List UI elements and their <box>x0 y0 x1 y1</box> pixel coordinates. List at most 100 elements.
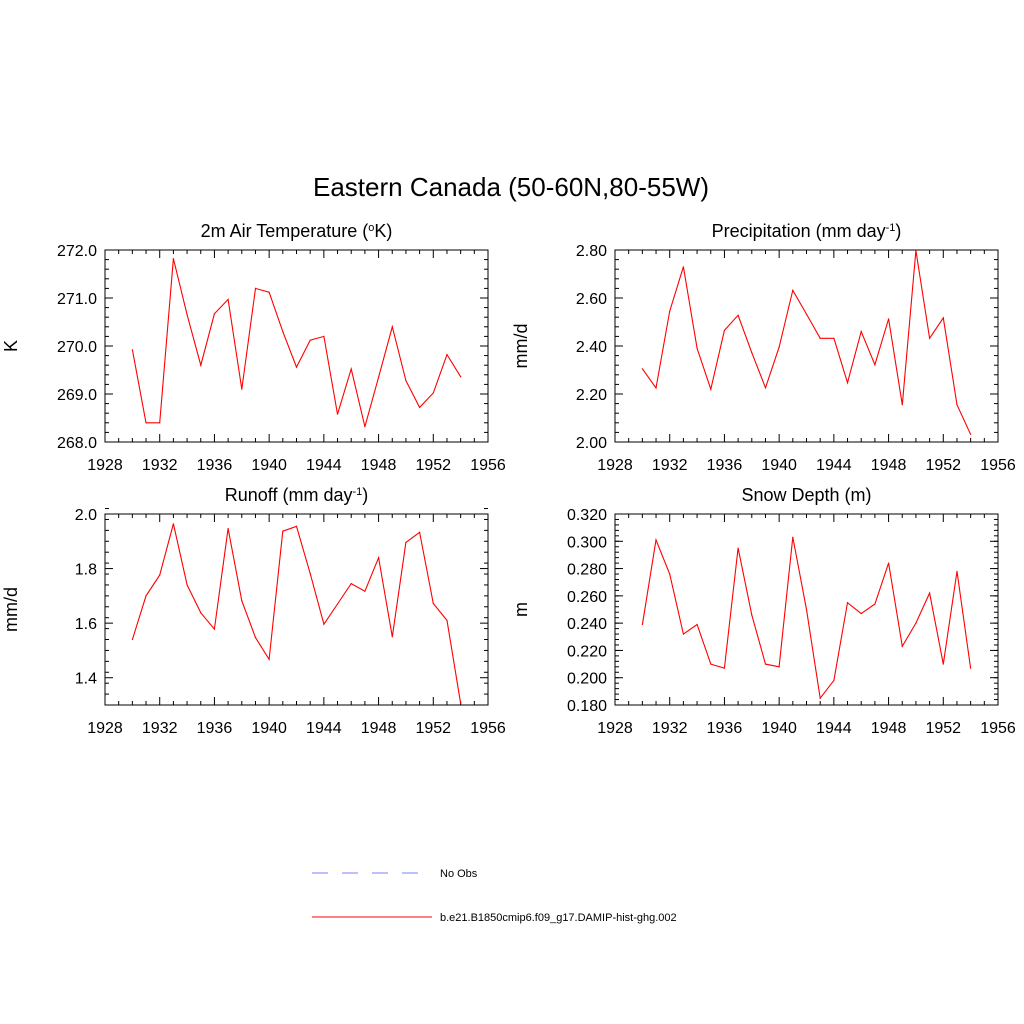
air-temperature-data-point <box>295 366 298 368</box>
precipitation-data-point <box>805 313 808 315</box>
air-temperature-y-tick-label: 268.0 <box>57 435 97 452</box>
precipitation-x-tick-label: 1952 <box>925 457 961 474</box>
runoff-data-point <box>282 530 284 532</box>
precipitation-x-tick-label: 1928 <box>597 457 633 474</box>
runoff-data-point <box>268 658 270 661</box>
precipitation-series-line <box>641 250 972 435</box>
precipitation-y-tick-label: 2.20 <box>576 387 607 404</box>
runoff-data-point <box>200 612 202 614</box>
air-temperature-x-tick-label: 1956 <box>470 457 506 474</box>
snow-depth-data-point <box>805 608 808 611</box>
runoff-y-tick-label: 1.6 <box>75 616 97 633</box>
air-temperature-title: 2m Air Temperature (oK) <box>201 221 393 241</box>
precipitation-data-point <box>696 347 698 349</box>
snow-depth-data-point <box>846 602 849 604</box>
runoff-x-tick-label: 1956 <box>470 720 506 737</box>
snow-depth-y-tick-label: 0.240 <box>567 616 607 633</box>
air-temperature-plot-frame <box>104 249 489 443</box>
air-temperature-ylabel: K <box>1 340 21 352</box>
air-temperature-y-tick-label: 271.0 <box>57 291 97 308</box>
snow-depth-data-point <box>737 547 739 549</box>
snow-depth-y-axis: 0.180 0.200 0.220 0.240 0.260 0.280 0.300 0.320 <box>567 507 998 715</box>
precipitation-data-point <box>956 404 958 406</box>
runoff-data-point <box>159 574 161 576</box>
precipitation-data-point <box>751 352 753 354</box>
precipitation-data-point <box>682 266 684 268</box>
snow-depth-data-point <box>915 622 917 624</box>
air-temperature-data-point <box>323 335 325 337</box>
snow-depth-data-point <box>682 633 684 635</box>
snow-depth-data-point <box>710 663 712 665</box>
panel-runoff: Runoff (mm day-1) mm/d 1928 1932 1936 1940 194… <box>1 485 506 737</box>
air-temperature-data-points <box>131 258 462 428</box>
runoff-data-point <box>145 595 147 597</box>
runoff-data-point <box>364 590 366 592</box>
runoff-title: Runoff (mm day-1) <box>225 485 369 505</box>
runoff-data-point <box>323 623 325 625</box>
precipitation-data-point <box>887 318 890 320</box>
snow-depth-y-tick-label: 0.200 <box>567 671 607 688</box>
precipitation-y-axis: 2.00 2.20 2.40 2.60 2.80 <box>576 243 998 452</box>
snow-depth-data-point <box>751 614 753 616</box>
snow-depth-data-point <box>970 667 972 669</box>
snow-depth-x-tick-label: 1952 <box>925 720 961 737</box>
precipitation-data-point <box>710 388 712 390</box>
snow-depth-y-tick-label: 0.180 <box>567 698 607 715</box>
legend-label-no-obs: No Obs <box>440 868 478 880</box>
runoff-y-tick-label: 2.0 <box>75 507 97 524</box>
snow-depth-y-tick-label: 0.300 <box>567 534 607 551</box>
runoff-data-point <box>460 702 462 704</box>
snow-depth-data-point <box>901 645 903 647</box>
air-temperature-data-point <box>131 349 133 351</box>
air-temperature-y-tick-label: 269.0 <box>57 387 97 404</box>
snow-depth-data-point <box>764 663 767 665</box>
runoff-data-point <box>227 527 229 530</box>
panel-precipitation: Precipitation (mm day-1) mm/d 1928 1932 1936… <box>511 221 1016 474</box>
air-temperature-data-point <box>213 313 216 315</box>
runoff-ylabel: mm/d <box>1 587 21 632</box>
precipitation-plot-frame <box>614 249 999 443</box>
air-temperature-y-tick-label: 270.0 <box>57 339 97 356</box>
precipitation-data-point <box>929 337 931 339</box>
precipitation-data-point <box>915 249 917 252</box>
snow-depth-x-axis: 1928 1932 1936 1940 1944 1948 1952 1956 <box>597 514 1016 737</box>
air-temperature-data-point <box>364 426 366 428</box>
precipitation-y-tick-label: 2.80 <box>576 243 607 260</box>
runoff-data-point <box>405 541 407 543</box>
runoff-x-tick-label: 1928 <box>87 720 123 737</box>
runoff-data-point <box>391 636 393 638</box>
precipitation-data-point <box>655 387 657 389</box>
snow-depth-data-point <box>641 623 643 626</box>
snow-depth-x-tick-label: 1932 <box>652 720 688 737</box>
air-temperature-data-point <box>391 326 393 328</box>
precipitation-x-tick-label: 1932 <box>652 457 688 474</box>
panel-air-temperature: 2m Air Temperature (oK) K 1928 1932 1936 1940… <box>1 221 506 474</box>
air-temperature-x-tick-label: 1940 <box>251 457 287 474</box>
air-temperature-x-tick-label: 1932 <box>142 457 178 474</box>
air-temperature-x-tick-label: 1928 <box>87 457 123 474</box>
snow-depth-data-point <box>942 663 944 665</box>
runoff-data-point <box>446 619 448 622</box>
precipitation-x-axis: 1928 1932 1936 1940 1944 1948 1952 1956 <box>597 250 1016 474</box>
runoff-data-point <box>350 582 352 585</box>
runoff-data-point <box>309 572 311 575</box>
runoff-plot-frame <box>104 513 489 706</box>
snow-depth-data-point <box>778 666 780 668</box>
snow-depth-data-point <box>956 570 958 572</box>
precipitation-data-point <box>778 346 780 348</box>
snow-depth-data-point <box>669 573 671 575</box>
air-temperature-x-axis: 1928 1932 1936 1940 1944 1948 1952 1956 <box>87 250 506 474</box>
precipitation-data-point <box>723 329 726 331</box>
snow-depth-x-tick-label: 1948 <box>871 720 907 737</box>
air-temperature-data-point <box>460 376 462 378</box>
runoff-y-tick-label: 1.4 <box>75 671 97 688</box>
precipitation-data-points <box>641 249 972 435</box>
runoff-x-tick-label: 1944 <box>306 720 342 737</box>
air-temperature-data-point <box>227 298 229 301</box>
air-temperature-x-tick-label: 1936 <box>197 457 233 474</box>
snow-depth-data-point <box>696 623 698 626</box>
air-temperature-data-point <box>254 287 257 289</box>
air-temperature-data-point <box>282 331 284 333</box>
runoff-y-tick-label: 1.8 <box>75 562 97 579</box>
panels: 2m Air Temperature (oK) K 1928 1932 1936 1940… <box>1 221 1016 737</box>
